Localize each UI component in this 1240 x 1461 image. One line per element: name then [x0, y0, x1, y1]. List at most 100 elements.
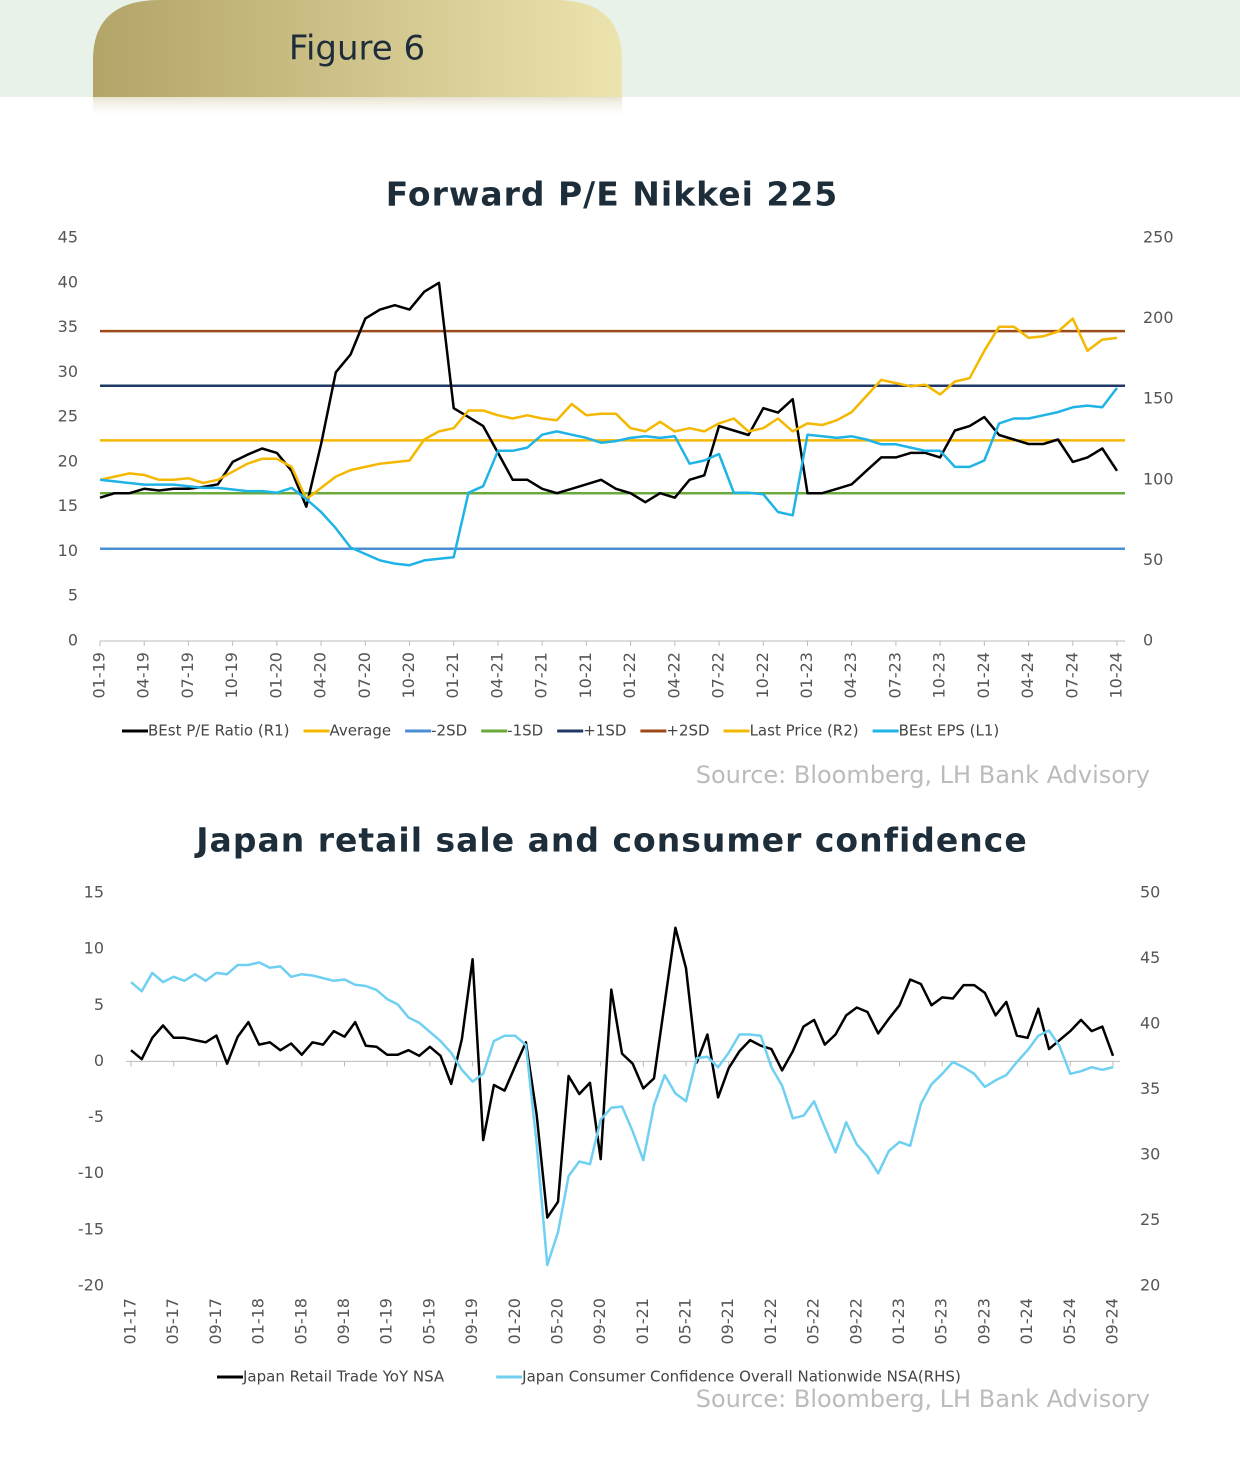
x-tick-label: 07-20 [355, 652, 374, 699]
x-tick-label: 01-22 [620, 652, 639, 699]
y2-tick-label: 150 [1143, 389, 1174, 408]
x-tick-label: 05-17 [163, 1298, 182, 1345]
series-line [130, 926, 1115, 1219]
y2-tick-label: 45 [1140, 948, 1160, 967]
x-tick-label: 01-17 [121, 1298, 140, 1345]
y-tick-label: 0 [68, 631, 78, 650]
chart-title: Forward P/E Nikkei 225 [386, 175, 839, 214]
x-tick-label: 01-24 [1017, 1298, 1036, 1345]
y2-tick-label: 35 [1140, 1079, 1160, 1098]
legend-label: Average [330, 722, 392, 740]
y-tick-label: 35 [58, 317, 78, 336]
x-tick-label: 01-21 [633, 1298, 652, 1345]
y-tick-label: 0 [94, 1051, 104, 1070]
x-tick-label: 05-24 [1060, 1298, 1079, 1345]
x-tick-label: 04-20 [311, 652, 330, 699]
y2-tick-label: 25 [1140, 1210, 1160, 1229]
x-tick-label: 04-22 [664, 652, 683, 699]
x-tick-label: 01-20 [266, 652, 285, 699]
x-tick-label: 05-18 [291, 1298, 310, 1345]
series-line [99, 317, 1118, 501]
y-tick-label: 25 [58, 407, 78, 426]
x-tick-label: 05-20 [547, 1298, 566, 1345]
legend-label: Japan Retail Trade YoY NSA [242, 1368, 445, 1386]
y2-tick-label: 200 [1143, 308, 1174, 327]
x-tick-label: 09-24 [1103, 1298, 1122, 1345]
legend-label: BEst P/E Ratio (R1) [148, 722, 290, 740]
y-tick-label: 5 [68, 586, 78, 605]
x-tick-label: 01-21 [443, 652, 462, 699]
y-tick-label: -20 [78, 1276, 104, 1295]
x-tick-label: 10-21 [576, 652, 595, 699]
legend-label: Last Price (R2) [750, 722, 859, 740]
y-tick-label: 10 [58, 541, 78, 560]
y2-tick-label: 100 [1143, 469, 1174, 488]
x-tick-label: 09-19 [462, 1298, 481, 1345]
x-tick-label: 09-20 [590, 1298, 609, 1345]
y2-tick-label: 20 [1140, 1276, 1160, 1295]
legend-label: +2SD [666, 722, 709, 740]
x-tick-label: 01-20 [505, 1298, 524, 1345]
y-tick-label: 45 [58, 228, 78, 247]
x-tick-label: 05-22 [804, 1298, 823, 1345]
y2-tick-label: 250 [1143, 228, 1174, 247]
x-tick-label: 10-19 [222, 652, 241, 699]
y-tick-label: 10 [84, 939, 104, 958]
legend-label: -1SD [507, 722, 543, 740]
x-tick-label: 07-19 [178, 652, 197, 699]
y2-tick-label: 50 [1140, 883, 1160, 902]
chart-title: Japan retail sale and consumer confidenc… [194, 821, 1027, 860]
x-tick-label: 07-22 [709, 652, 728, 699]
x-tick-label: 10-22 [753, 652, 772, 699]
x-tick-label: 01-23 [889, 1298, 908, 1345]
x-tick-label: 10-24 [1107, 652, 1126, 699]
x-tick-label: 05-19 [419, 1298, 438, 1345]
y-tick-label: 15 [58, 496, 78, 515]
x-tick-label: 01-19 [90, 652, 109, 699]
x-tick-label: 01-19 [377, 1298, 396, 1345]
legend-label: BEst EPS (L1) [899, 722, 1000, 740]
y-tick-label: -15 [78, 1219, 104, 1238]
y2-tick-label: 0 [1143, 631, 1153, 650]
x-tick-label: 09-22 [846, 1298, 865, 1345]
x-tick-label: 05-23 [932, 1298, 951, 1345]
source: Source: Bloomberg, LH Bank Advisory [696, 1385, 1150, 1413]
y-tick-label: 15 [84, 883, 104, 902]
y2-tick-label: 50 [1143, 550, 1163, 569]
x-tick-label: 10-23 [930, 652, 949, 699]
y-tick-label: -5 [88, 1107, 104, 1126]
x-tick-label: 07-24 [1062, 652, 1081, 699]
x-tick-label: 09-23 [974, 1298, 993, 1345]
series-line [99, 387, 1118, 567]
x-tick-label: 01-24 [974, 652, 993, 699]
series-line [130, 961, 1114, 1267]
y2-tick-label: 30 [1140, 1145, 1160, 1164]
x-tick-label: 04-21 [487, 652, 506, 699]
x-tick-label: 10-20 [399, 652, 418, 699]
x-tick-label: 07-23 [885, 652, 904, 699]
x-tick-label: 04-23 [841, 652, 860, 699]
x-tick-label: 09-18 [334, 1298, 353, 1345]
x-tick-label: 09-21 [718, 1298, 737, 1345]
x-tick-label: 01-18 [249, 1298, 268, 1345]
y-tick-label: 30 [58, 362, 78, 381]
y2-tick-label: 40 [1140, 1014, 1160, 1033]
source: Source: Bloomberg, LH Bank Advisory [696, 761, 1150, 789]
legend-label: +1SD [583, 722, 626, 740]
y-tick-label: 40 [58, 272, 78, 291]
legend-label: Japan Consumer Confidence Overall Nation… [521, 1368, 961, 1386]
x-tick-label: 05-21 [676, 1298, 695, 1345]
series-line [99, 281, 1119, 508]
y-tick-label: 5 [94, 995, 104, 1014]
x-tick-label: 01-23 [797, 652, 816, 699]
tab-shadow [93, 97, 622, 119]
x-tick-label: 09-17 [206, 1298, 225, 1345]
header-tab [93, 0, 622, 97]
x-tick-label: 04-24 [1018, 652, 1037, 699]
y-tick-label: 20 [58, 451, 78, 470]
x-tick-label: 01-22 [761, 1298, 780, 1345]
x-tick-label: 07-21 [532, 652, 551, 699]
y-tick-label: -10 [78, 1163, 104, 1182]
figure-title: Figure 6 [289, 29, 425, 69]
